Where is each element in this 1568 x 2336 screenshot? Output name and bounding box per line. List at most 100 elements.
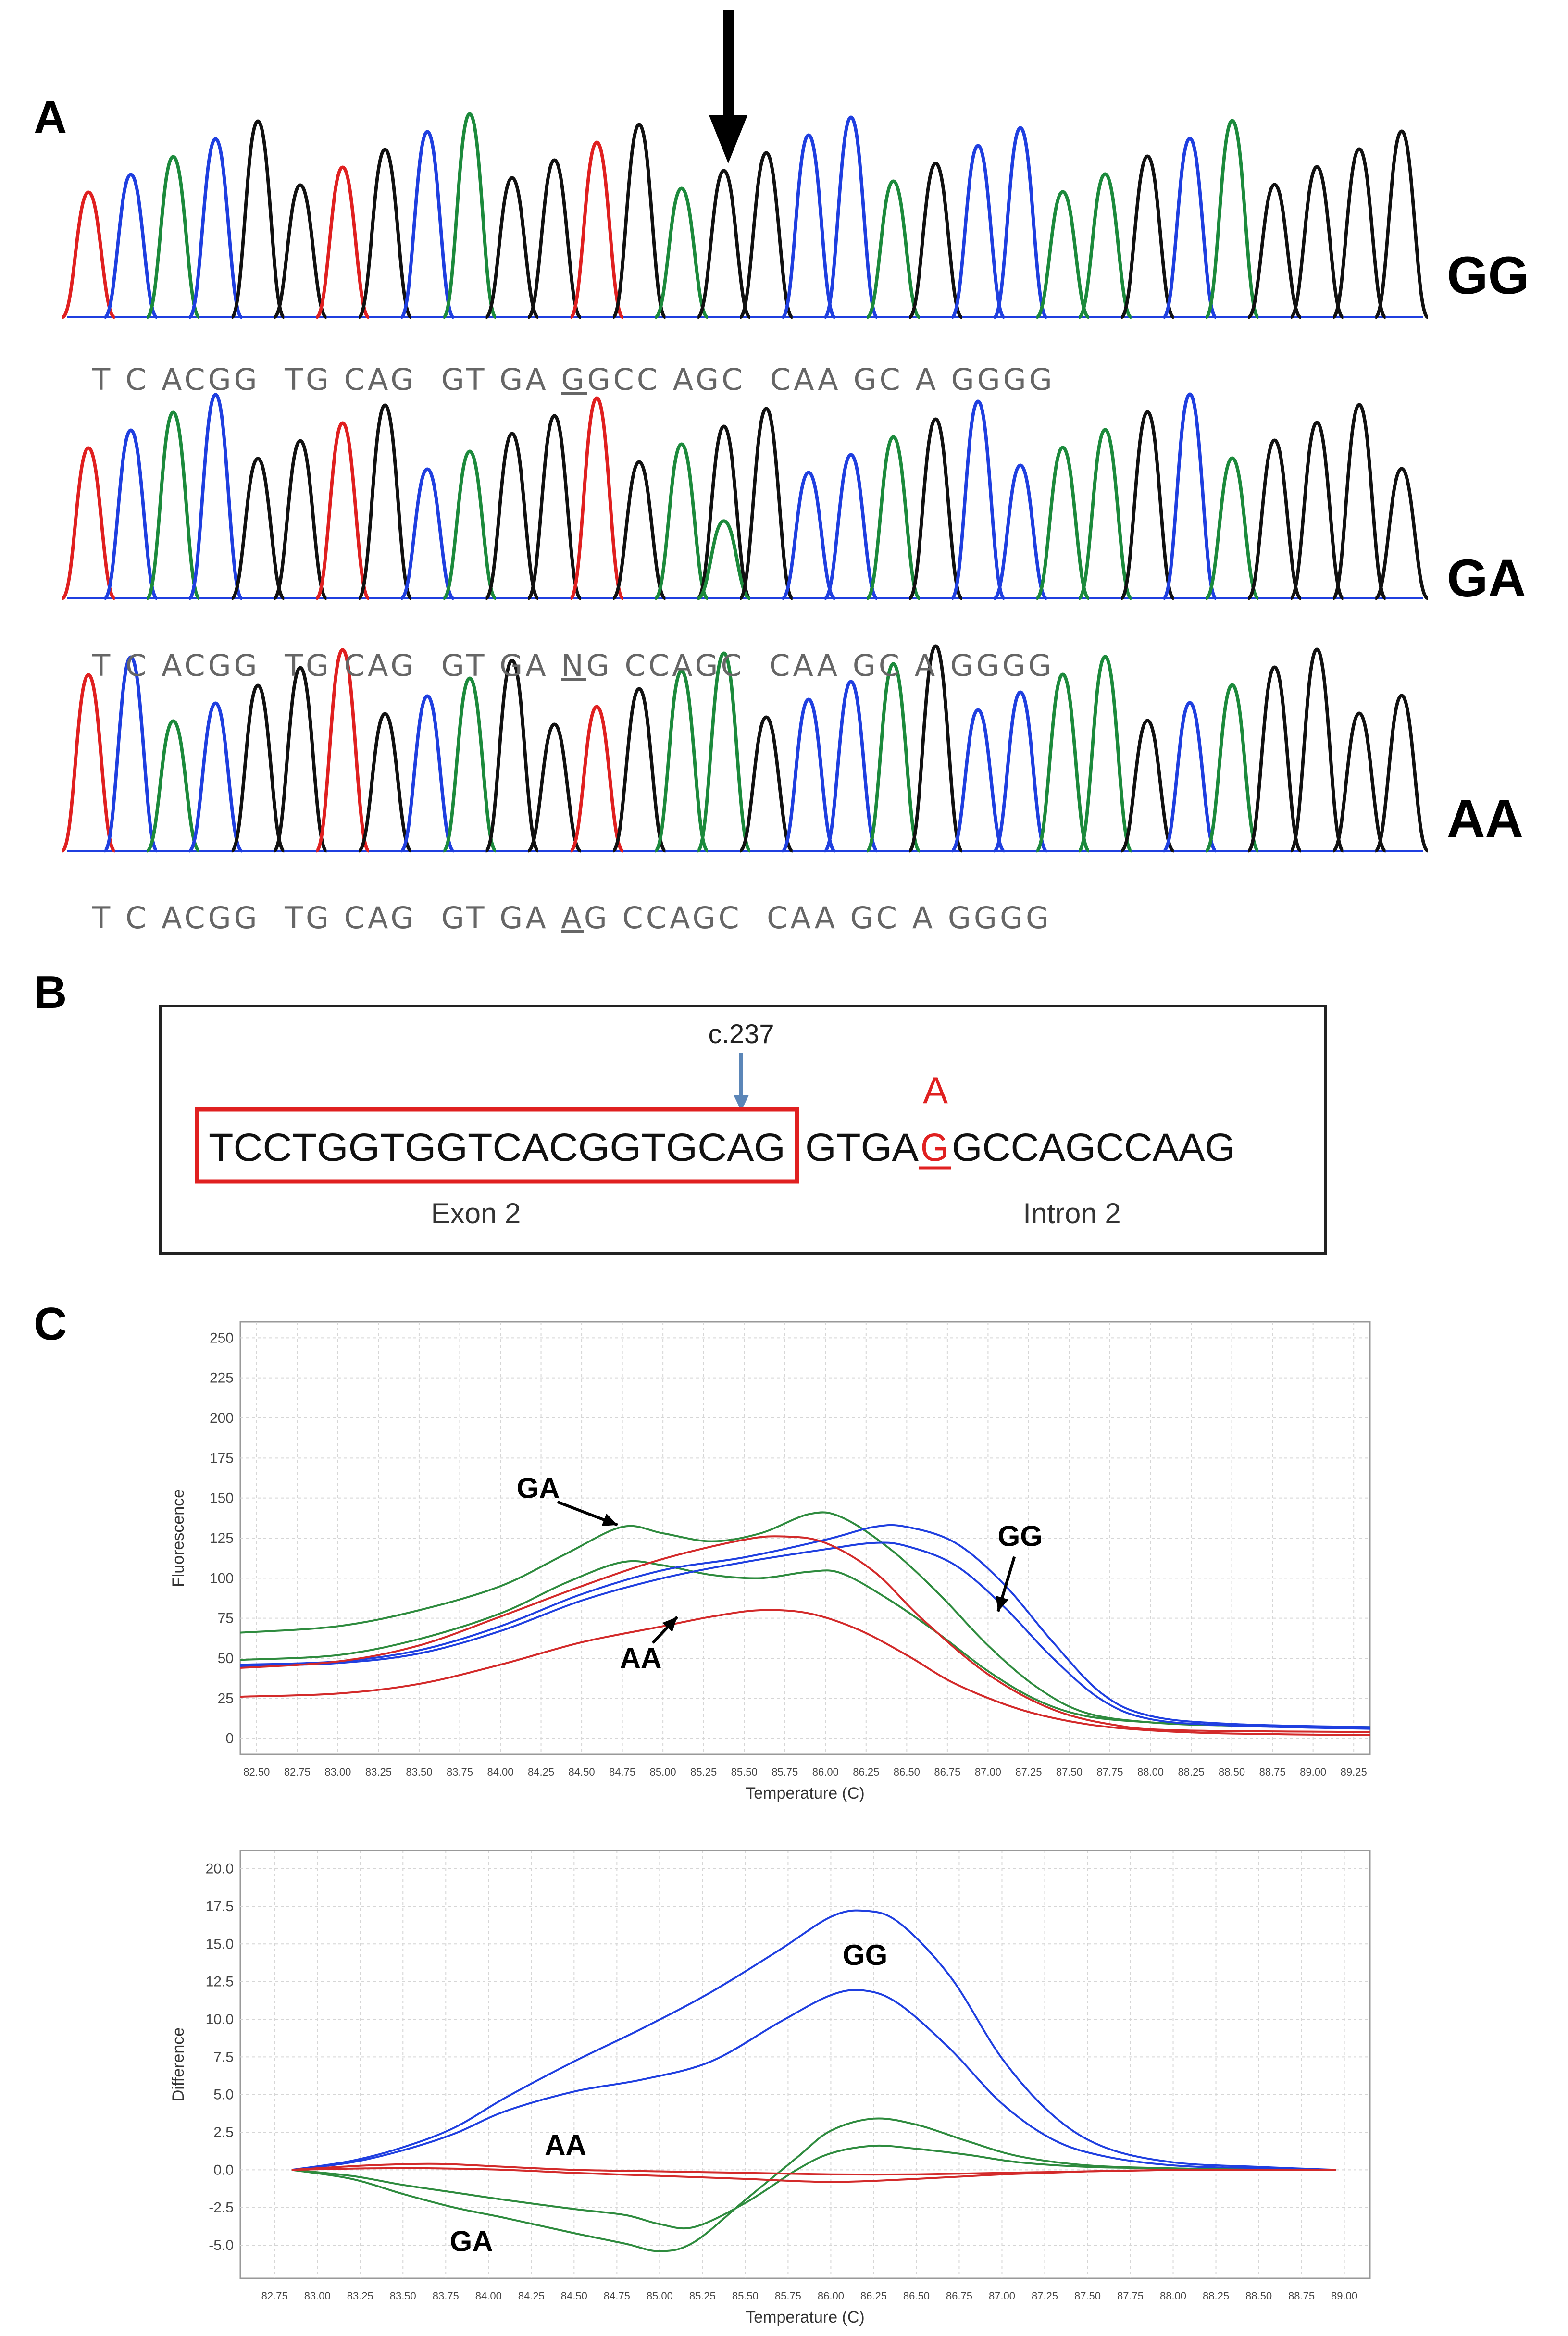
- chromatogram-peak: [781, 133, 836, 319]
- series-line-aa-2: [291, 2167, 1336, 2183]
- x-tick-label: 86.50: [894, 1766, 920, 1778]
- chromatogram-peak: [739, 715, 794, 853]
- chromatogram-peak: [485, 659, 539, 853]
- x-tick-label: 82.50: [243, 1766, 270, 1778]
- intron-label: Intron 2: [1023, 1197, 1120, 1230]
- chromatogram-peak: [146, 155, 200, 319]
- y-axis-label: Fluorescence: [169, 1489, 187, 1587]
- annotation-gg: GG: [998, 1520, 1043, 1553]
- x-tick-label: 89.25: [1341, 1766, 1367, 1778]
- series-line-ga-2: [240, 1560, 1370, 1728]
- genotype-label-ga: GA: [1447, 549, 1526, 608]
- x-tick-label: 83.25: [365, 1766, 392, 1778]
- x-tick-label: 88.75: [1288, 2290, 1315, 2302]
- position-label: c.237: [709, 1019, 774, 1049]
- chromatogram-peak: [1120, 410, 1175, 600]
- y-tick-label: 17.5: [206, 1899, 234, 1914]
- x-tick-label: 85.00: [650, 1766, 676, 1778]
- panel-c-letter: C: [34, 1298, 67, 1350]
- chromatogram-peak: [781, 471, 836, 600]
- chromatogram-peak: [950, 399, 1006, 600]
- sequence-row-gg: T C ACGG TG CAG GT GA GGCC AGC CAA GC A …: [67, 327, 1428, 397]
- y-tick-label: 12.5: [206, 1974, 234, 1990]
- chromatogram-peak: [654, 442, 709, 600]
- chromatogram-peak: [61, 673, 116, 853]
- x-tick-label: 84.00: [475, 2290, 502, 2302]
- y-tick-label: 7.5: [213, 2049, 234, 2065]
- chromatogram-peak: [697, 424, 751, 600]
- chromatogram-peak: [866, 662, 921, 853]
- series-line-gg-2: [240, 1541, 1370, 1730]
- x-tick-label: 86.50: [903, 2290, 930, 2302]
- x-tick-label: 86.25: [860, 2290, 887, 2302]
- x-tick-label: 83.75: [433, 2290, 459, 2302]
- x-tick-label: 83.50: [390, 2290, 416, 2302]
- y-tick-label: 250: [210, 1330, 234, 1346]
- x-tick-label: 84.00: [487, 1766, 513, 1778]
- x-tick-label: 84.25: [528, 1766, 554, 1778]
- chromatogram-peak: [1162, 137, 1217, 319]
- chromatogram-row-1: [61, 392, 1429, 600]
- chromatogram-peak: [442, 112, 498, 319]
- x-tick-label: 84.75: [604, 2290, 630, 2302]
- chromatogram-peak: [61, 190, 116, 319]
- annotation-ga: GA: [517, 1472, 560, 1504]
- chromatogram-peak: [569, 396, 625, 600]
- chromatogram-peak: [358, 712, 412, 853]
- chromatogram-peak: [230, 119, 286, 319]
- chromatogram-peak: [1205, 683, 1260, 853]
- chromatogram-peak: [696, 651, 752, 853]
- chromatogram-peak: [358, 403, 412, 600]
- y-tick-label: 20.0: [206, 1861, 234, 1877]
- x-tick-label: 82.75: [284, 1766, 311, 1778]
- y-tick-label: 50: [218, 1651, 234, 1666]
- exon-label: Exon 2: [431, 1197, 521, 1230]
- y-tick-label: 200: [210, 1410, 234, 1426]
- chromatogram-peak: [400, 467, 455, 600]
- chromatogram-peak: [1374, 467, 1429, 600]
- chromatogram-peak: [1332, 711, 1387, 853]
- panel-b-letter: B: [34, 967, 67, 1018]
- sequence-suffix: GCC AGC CAA GC A GGGG: [587, 362, 1055, 397]
- chromatogram-peak: [739, 407, 794, 600]
- x-tick-label: 87.00: [989, 2290, 1015, 2302]
- series-line-gg-1: [291, 1909, 1336, 2171]
- annotation-aa: AA: [545, 2129, 586, 2161]
- y-tick-label: -2.5: [209, 2200, 234, 2216]
- annotation-ga: GA: [450, 2225, 493, 2258]
- x-tick-label: 83.00: [304, 2290, 331, 2302]
- chromatogram-peak: [569, 140, 624, 319]
- intron-sequence-suffix: GCCAGCCAAG: [952, 1126, 1235, 1169]
- chromatogram-peak: [1289, 647, 1345, 853]
- x-tick-label: 86.00: [818, 2290, 844, 2302]
- panel-a-letter: A: [34, 92, 67, 143]
- exon-box: [195, 1107, 799, 1184]
- y-tick-label: 2.5: [213, 2125, 234, 2140]
- y-tick-label: 75: [218, 1611, 234, 1627]
- series-line-aa-2: [240, 1609, 1370, 1736]
- chromatogram-peak: [188, 137, 243, 319]
- chromatogram-peak: [1290, 421, 1344, 600]
- chromatogram-peak: [1078, 655, 1132, 853]
- chromatogram-peak: [1374, 129, 1429, 319]
- annotation-aa: AA: [620, 1642, 662, 1674]
- chromatogram-peak: [146, 410, 201, 600]
- x-tick-label: 85.00: [647, 2290, 673, 2302]
- chromatogram-peak: [1247, 665, 1302, 853]
- chromatogram-peak: [1162, 701, 1217, 853]
- x-tick-label: 88.50: [1219, 1766, 1245, 1778]
- series-line-gg-2: [291, 1989, 1336, 2171]
- chromatogram-peak: [103, 173, 158, 319]
- y-tick-label: 5.0: [213, 2087, 234, 2103]
- chromatogram-peak: [866, 179, 921, 319]
- annotation-arrow-gg: [996, 1556, 1016, 1612]
- x-tick-label: 88.25: [1203, 2290, 1229, 2302]
- chromatogram-peak: [1078, 428, 1132, 600]
- genotype-label-gg: GG: [1447, 246, 1530, 305]
- x-tick-label: 86.75: [934, 1766, 960, 1778]
- chromatogram-peak: [1162, 392, 1218, 600]
- genotype-label-aa: AA: [1447, 789, 1523, 848]
- chromatogram-peak: [1078, 172, 1132, 319]
- x-tick-label: 88.75: [1259, 1766, 1286, 1778]
- chromatogram-peak: [1035, 672, 1090, 853]
